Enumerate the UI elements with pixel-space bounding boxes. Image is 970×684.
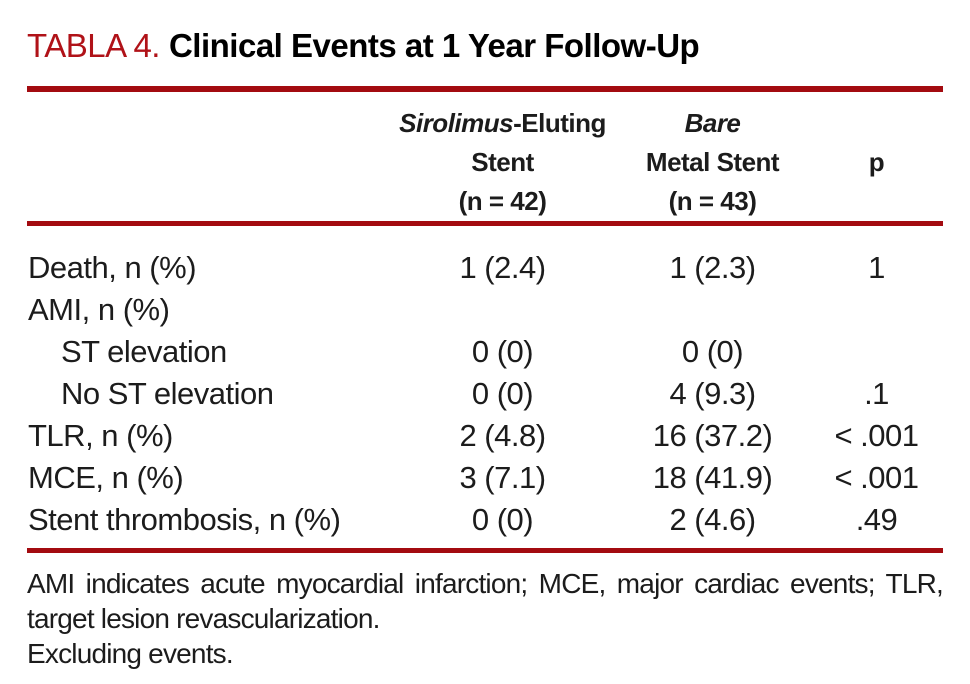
header-line-3: (n = 42) (n = 43) (27, 182, 943, 221)
header-p-spacer (810, 182, 943, 221)
bms-value-cell: 16 (37.2) (652, 418, 773, 453)
header-line-2: Stent Metal Stent p (27, 143, 943, 182)
row-label: No ST elevation (61, 376, 274, 411)
bms-value-cell: 0 (0) (681, 334, 744, 369)
header-sirolimus-italic: Sirolimus (399, 108, 514, 138)
row-label: TLR, n (%) (28, 418, 173, 453)
header-spacer (27, 104, 390, 143)
row-label: AMI, n (%) (28, 292, 170, 327)
header-eluting-text: -Eluting (513, 108, 606, 138)
header-spacer (27, 143, 390, 182)
table-number-label: TABLA 4. (27, 27, 160, 64)
header-col-bare-line1: Bare (615, 104, 810, 143)
ses-value-cell: 3 (7.1) (459, 460, 546, 495)
row-label: Death, n (%) (28, 250, 197, 285)
header-spacer (27, 182, 390, 221)
ses-value-cell: 0 (0) (471, 334, 534, 369)
row-label: MCE, n (%) (28, 460, 184, 495)
header-bare-italic: Bare (684, 108, 741, 138)
header-divider-rule (27, 221, 943, 226)
footnote-line: target lesion revascularization. (27, 603, 380, 634)
ses-value-cell: 1 (2.4) (459, 250, 546, 285)
table-body: Death, n (%) 1 (2.4) 1 (2.3) 1 AMI, n (%… (27, 226, 943, 548)
p-value-cell: 1 (868, 250, 885, 285)
header-col-bare-line2: Metal Stent (645, 147, 780, 177)
footnote-line: AMI indicates acute myocardial infarctio… (27, 568, 944, 599)
table-row: ST elevation 0 (0) 0 (0) (27, 331, 943, 373)
bms-value-cell: 4 (9.3) (669, 376, 756, 411)
footnote-line: Excluding events. (27, 638, 234, 669)
header-col-p: p (868, 147, 885, 177)
ses-value-cell: 0 (0) (471, 502, 534, 537)
table-footnote: AMI indicates acute myocardial infarctio… (27, 553, 944, 671)
header-col-bare-n: (n = 43) (668, 186, 757, 216)
header-col-sirolimus-line2: Stent (471, 147, 534, 177)
table-header: Sirolimus-Eluting Bare Stent Metal Stent… (27, 92, 943, 221)
bms-value-cell: 18 (41.9) (652, 460, 773, 495)
header-col-sirolimus-line1: Sirolimus-Eluting (390, 104, 615, 143)
table-row: Death, n (%) 1 (2.4) 1 (2.3) 1 (27, 247, 943, 289)
header-p-spacer (810, 104, 943, 143)
top-divider-rule (27, 86, 943, 92)
p-value-cell (810, 331, 943, 373)
ses-value-cell: 0 (0) (471, 376, 534, 411)
p-value-cell: < .001 (834, 418, 919, 453)
table-row: No ST elevation 0 (0) 4 (9.3) .1 (27, 373, 943, 415)
table-content: TABLA 4. Clinical Events at 1 Year Follow… (27, 26, 944, 671)
page-title: TABLA 4. Clinical Events at 1 Year Follow… (27, 26, 943, 66)
table-title-text: Clinical Events at 1 Year Follow-Up (168, 27, 700, 64)
table-row: TLR, n (%) 2 (4.8) 16 (37.2) < .001 (27, 415, 943, 457)
p-value-cell: .1 (864, 376, 889, 411)
row-label: Stent thrombosis, n (%) (28, 502, 341, 537)
table-row: Stent thrombosis, n (%) 0 (0) 2 (4.6) .4… (27, 499, 943, 541)
bottom-divider-rule (27, 548, 943, 553)
bms-value-cell (615, 289, 810, 331)
table-row: MCE, n (%) 3 (7.1) 18 (41.9) < .001 (27, 457, 943, 499)
header-col-sirolimus-n: (n = 42) (458, 186, 547, 216)
bms-value-cell: 2 (4.6) (669, 502, 756, 537)
p-value-cell: .49 (855, 502, 898, 537)
ses-value-cell: 2 (4.8) (459, 418, 546, 453)
table-row: AMI, n (%) (27, 289, 943, 331)
ses-value-cell (390, 289, 615, 331)
row-label: ST elevation (61, 334, 227, 369)
header-line-1: Sirolimus-Eluting Bare (27, 104, 943, 143)
p-value-cell (810, 289, 943, 331)
bms-value-cell: 1 (2.3) (669, 250, 756, 285)
p-value-cell: < .001 (834, 460, 919, 495)
